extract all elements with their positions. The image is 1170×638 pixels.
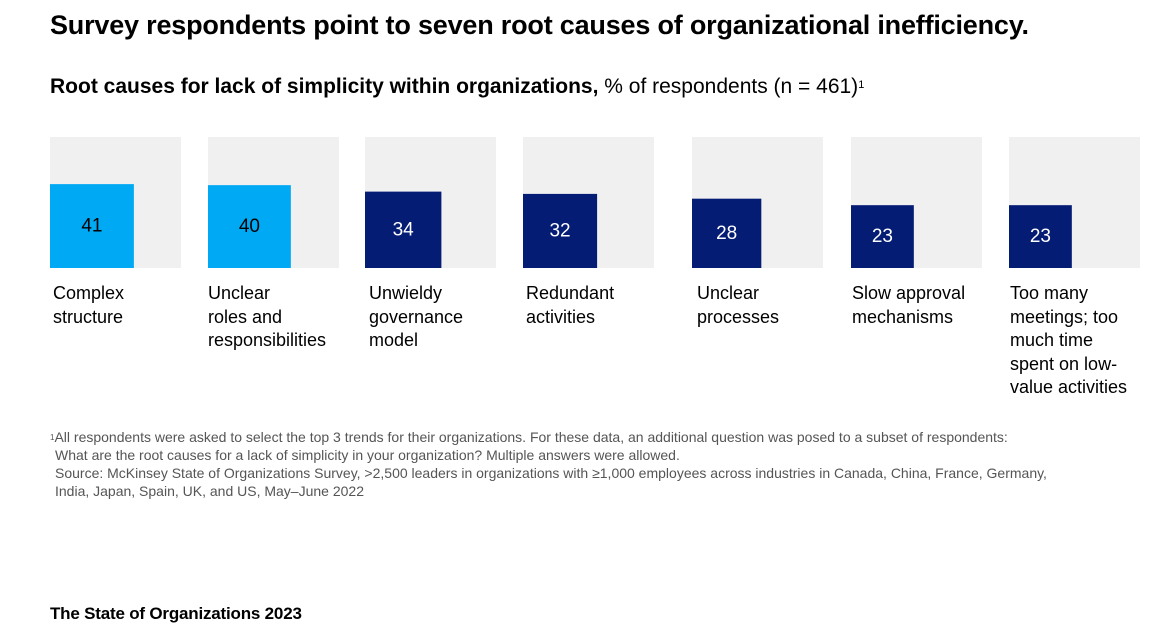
bar (851, 205, 914, 268)
category-label: Complex structure (53, 282, 193, 329)
bar (50, 184, 134, 268)
chart-unit: % of respondents (n = 461) (598, 75, 859, 98)
category-label: Unclear processes (697, 282, 837, 329)
category-label-line: structure (53, 306, 124, 327)
category-label-line: processes (697, 306, 780, 327)
category-label-line: value activities (1010, 377, 1128, 397)
bar-value-label: 40 (239, 216, 260, 237)
category-label-line: model (369, 330, 419, 350)
bar-value-label: 23 (872, 226, 893, 247)
category-label: Unclear roles and responsibilities (208, 282, 348, 353)
category-label-line: Complex (53, 283, 125, 303)
subtitle-footnote-marker: 1 (858, 79, 865, 91)
chart-title: Root causes for lack of simplicity withi… (50, 75, 599, 98)
footnote: 1All respondents were asked to select th… (50, 428, 1150, 500)
footnote-marker: 1 (50, 433, 55, 442)
category-label-line: much time (1010, 330, 1094, 350)
category-label: Redundant activities (526, 282, 666, 329)
category-label-line: Redundant (526, 283, 615, 303)
bar (523, 193, 598, 268)
category-label: Unwieldy governance model (369, 282, 509, 353)
headline: Survey respondents point to seven root c… (50, 10, 1029, 40)
category-label-line: governance (369, 306, 464, 327)
category-label: Slow approval mechanisms (852, 282, 992, 329)
category-label-line: mechanisms (852, 306, 954, 327)
bar-value-label: 32 (549, 220, 570, 241)
publication-name: The State of Organizations 2023 (50, 604, 302, 623)
category-label-line: Slow approval (852, 283, 966, 303)
bar-value-label: 28 (716, 223, 737, 244)
bar-value-label: 41 (81, 216, 102, 237)
bar-value-label: 34 (393, 219, 415, 240)
bar-chart: 41 40 34 32 28 23 23 (50, 137, 1140, 268)
source-line-2: India, Japan, Spain, UK, and US, May–Jun… (55, 483, 364, 499)
category-label-line: activities (526, 306, 596, 327)
category-label-line: Too many (1010, 283, 1089, 303)
bar (1009, 205, 1072, 268)
category-label-line: roles and (208, 306, 283, 327)
category-label-line: meetings; too (1010, 306, 1119, 327)
source-line-1: Source: McKinsey State of Organizations … (55, 465, 1047, 481)
category-label-line: responsibilities (208, 330, 327, 350)
bar (692, 198, 762, 268)
footnote-line-1: All respondents were asked to select the… (54, 429, 1008, 445)
category-label-line: spent on low- (1010, 353, 1118, 374)
category-label-line: Unclear (697, 283, 760, 303)
category-label-line: Unwieldy (369, 283, 443, 303)
chart-subtitle: Root causes for lack of simplicity withi… (50, 73, 864, 101)
bar (365, 191, 442, 268)
footnote-line-2: What are the root causes for a lack of s… (55, 447, 680, 463)
category-label: Too many meetings; too much time spent on l… (1010, 282, 1150, 400)
bar (208, 185, 291, 268)
bar-value-label: 23 (1030, 226, 1051, 247)
category-label-line: Unclear (208, 283, 271, 303)
